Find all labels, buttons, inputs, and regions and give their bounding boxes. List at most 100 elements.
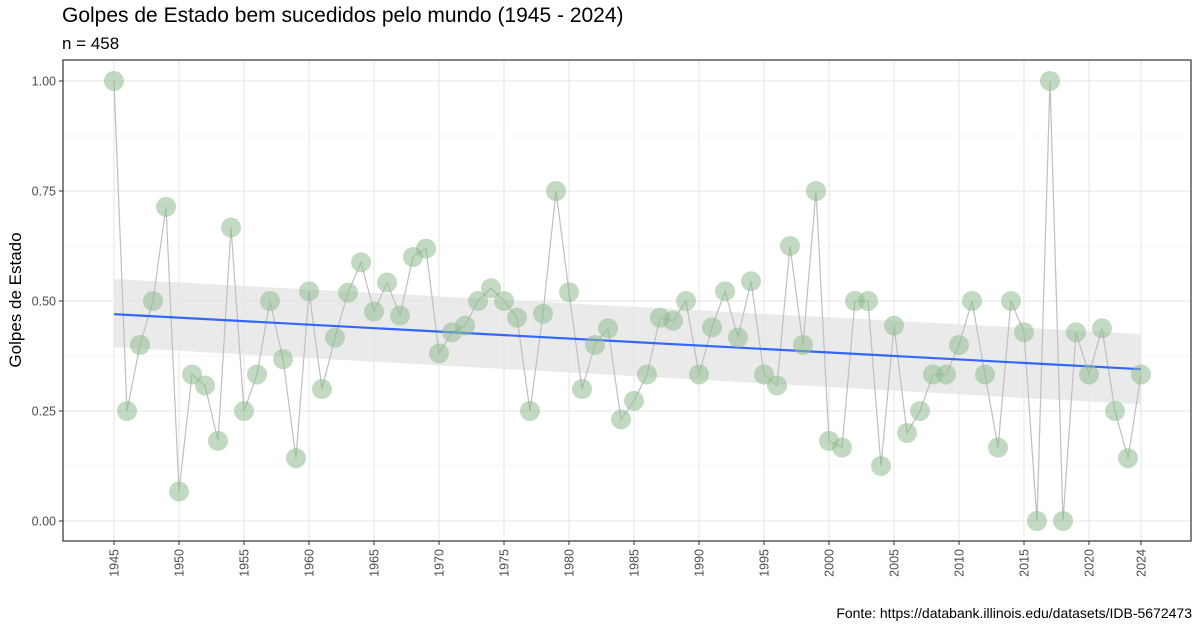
data-point	[325, 327, 345, 348]
data-point	[520, 401, 540, 421]
data-point	[962, 291, 982, 311]
x-tick-label: 1990	[693, 549, 707, 577]
data-point	[832, 437, 852, 458]
data-point	[1027, 511, 1047, 531]
data-point	[195, 375, 215, 396]
data-point	[156, 196, 176, 217]
data-point	[715, 281, 735, 302]
data-point	[702, 317, 722, 338]
data-point	[507, 307, 527, 328]
data-point	[611, 409, 631, 430]
data-point	[988, 437, 1008, 458]
data-point	[546, 181, 566, 201]
data-point	[1118, 448, 1138, 469]
x-tick-label: 1960	[303, 549, 317, 577]
x-tick-label: 1970	[433, 549, 447, 577]
data-point	[468, 291, 488, 311]
data-point	[572, 379, 592, 399]
x-tick-label: 2000	[823, 549, 837, 577]
data-point	[936, 364, 956, 385]
data-point	[169, 481, 189, 502]
data-point	[1040, 71, 1060, 91]
data-point	[1092, 318, 1112, 339]
x-tick-label: 1975	[498, 549, 512, 577]
x-tick-label: 1980	[563, 549, 577, 577]
x-tick-label: 1985	[628, 549, 642, 577]
points-layer	[104, 71, 1151, 531]
y-tick-label: 0.75	[32, 185, 56, 199]
data-point	[637, 364, 657, 385]
data-point	[858, 291, 878, 311]
data-point	[949, 335, 969, 355]
data-point	[676, 291, 696, 311]
data-point	[728, 327, 748, 348]
data-point	[1105, 401, 1125, 421]
chart-subtitle: n = 458	[62, 34, 120, 53]
data-point	[585, 335, 605, 355]
x-tick-label: 1945	[108, 549, 122, 577]
data-point	[624, 390, 644, 411]
data-point	[1131, 364, 1151, 385]
data-point	[494, 291, 514, 311]
data-point	[1014, 322, 1034, 343]
data-point	[1079, 364, 1099, 385]
x-tick-label: 2015	[1018, 549, 1032, 577]
data-point	[312, 379, 332, 399]
x-tick-label: 1995	[758, 549, 772, 577]
data-point	[104, 71, 124, 91]
data-point	[260, 291, 280, 311]
data-point	[780, 236, 800, 256]
x-tick-label: 1955	[238, 549, 252, 577]
data-point	[1053, 511, 1073, 531]
data-point	[416, 238, 436, 259]
data-point	[221, 217, 241, 238]
data-point	[767, 375, 787, 396]
data-point	[1066, 322, 1086, 343]
data-point	[663, 310, 683, 331]
data-point	[806, 181, 826, 201]
data-point	[897, 423, 917, 443]
data-point	[871, 456, 891, 476]
data-point	[299, 281, 319, 302]
axes-layer: 0.00 0.25 0.50 0.75 1.00 1945 1950 1955 1960 1965…	[32, 59, 1192, 577]
chart-caption: Fonte: https://databank.illinois.edu/dat…	[836, 605, 1192, 621]
data-point	[364, 301, 384, 322]
data-point	[598, 318, 618, 339]
data-point	[351, 252, 371, 273]
y-axis-title: Golpes de Estado	[6, 232, 25, 367]
data-point	[273, 349, 293, 370]
y-tick-label: 0.25	[32, 405, 56, 419]
data-point	[286, 448, 306, 469]
y-tick-label: 0.50	[32, 295, 56, 309]
chart-title: Golpes de Estado bem sucedidos pelo mund…	[62, 4, 624, 27]
x-tick-label: 1965	[368, 549, 382, 577]
data-point	[741, 271, 761, 292]
x-tick-label: 2024	[1135, 549, 1149, 577]
data-point	[390, 305, 410, 326]
data-point	[247, 364, 267, 385]
x-tick-label: 2020	[1083, 549, 1097, 577]
data-point	[130, 335, 150, 355]
data-point	[975, 364, 995, 385]
data-point	[117, 401, 137, 421]
data-point	[208, 430, 228, 451]
x-tick-label: 2005	[888, 549, 902, 577]
trend-line-layer	[113, 313, 1142, 371]
y-tick-label: 1.00	[32, 75, 56, 89]
data-point	[143, 291, 163, 311]
data-point	[338, 282, 358, 303]
data-point	[533, 303, 553, 324]
data-point	[559, 282, 579, 303]
data-point	[884, 315, 904, 336]
data-point	[481, 278, 501, 299]
data-point	[910, 401, 930, 421]
data-point	[234, 401, 254, 421]
data-point	[689, 364, 709, 385]
trend-line	[113, 313, 1142, 371]
data-point	[455, 315, 475, 336]
x-tick-label: 2010	[953, 549, 967, 577]
y-tick-label: 0.00	[32, 515, 56, 529]
data-point	[793, 335, 813, 355]
x-tick-label: 1950	[173, 549, 187, 577]
